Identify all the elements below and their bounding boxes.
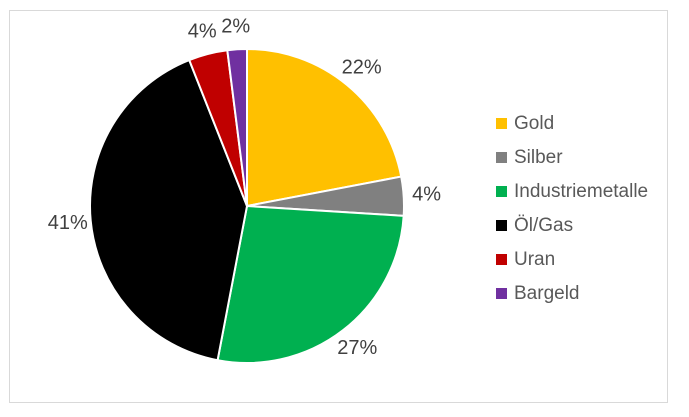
pie-slice-industriemetalle — [216, 205, 405, 364]
legend-item-industriemetalle: Industriemetalle — [496, 174, 648, 208]
legend-item-gold: Gold — [496, 106, 648, 140]
legend-swatch-silber — [496, 151, 507, 163]
pie-label-oel-gas: 41% — [48, 212, 88, 234]
legend: Gold Silber Industriemetalle Öl/Gas Uran… — [496, 106, 648, 310]
pie-label-gold: 22% — [342, 56, 382, 78]
pie-slice-bargeld — [226, 48, 248, 207]
legend-label-silber: Silber — [514, 146, 563, 168]
legend-item-silber: Silber — [496, 140, 648, 174]
pie-chart: 22%4%27%41%4% 2% — [48, 15, 441, 364]
pie-label-silber: 4% — [412, 184, 441, 206]
legend-item-oel-gas: Öl/Gas — [496, 208, 648, 242]
pie-label-bargeld: 2% — [221, 15, 250, 37]
legend-label-uran: Uran — [514, 248, 556, 270]
legend-item-uran: Uran — [496, 242, 648, 276]
legend-swatch-uran — [496, 253, 507, 265]
pie-slice-oel-gas — [89, 59, 248, 362]
pie-slice-gold — [246, 48, 403, 207]
legend-label-industriemetalle: Industriemetalle — [514, 180, 649, 202]
pie-label-industriemetalle: 27% — [337, 337, 377, 359]
legend-label-oel-gas: Öl/Gas — [514, 214, 574, 236]
pie-label-uran: 4% — [188, 21, 217, 43]
legend-swatch-gold — [496, 117, 507, 129]
legend-swatch-industriemetalle — [496, 185, 507, 197]
legend-swatch-bargeld — [496, 287, 507, 299]
legend-label-bargeld: Bargeld — [514, 282, 580, 304]
chart-frame: 22% 4% 27% 41% 4% 2% Gold Silber Industriemet… — [9, 10, 668, 403]
legend-item-bargeld: Bargeld — [496, 276, 648, 310]
legend-label-gold: Gold — [514, 112, 555, 134]
legend-swatch-oel-gas — [496, 219, 507, 231]
